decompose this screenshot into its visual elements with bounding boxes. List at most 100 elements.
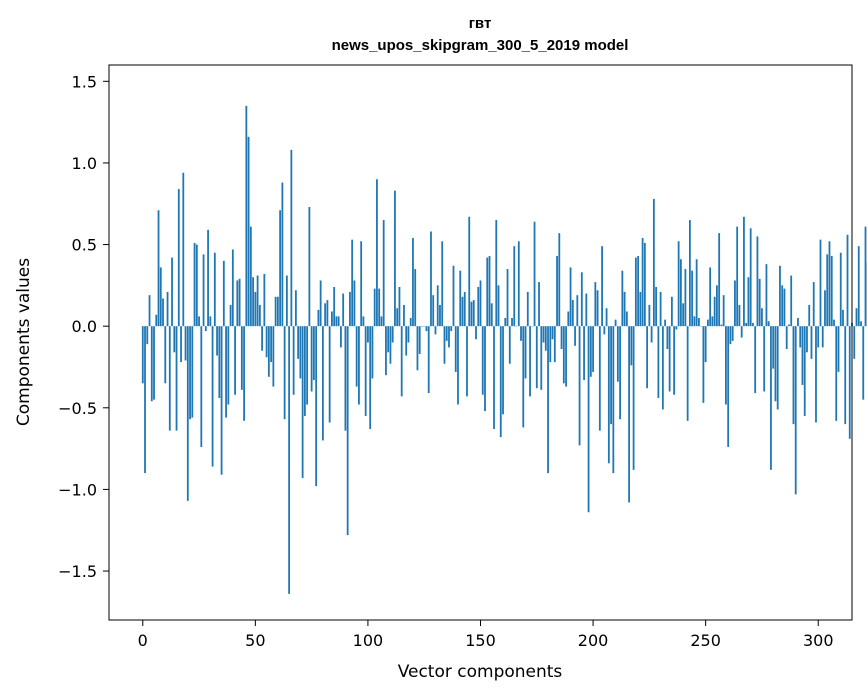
- bar-123: [418, 326, 421, 354]
- y-tick-label: 1.5: [72, 72, 97, 91]
- bar-50: [254, 291, 257, 327]
- bar-105: [378, 288, 381, 327]
- bar-92: [349, 291, 351, 327]
- bar-303: [824, 290, 826, 327]
- bar-277: [765, 264, 768, 327]
- chart-subtitle: news_upos_skipgram_300_5_2019 model: [332, 37, 629, 54]
- bar-276: [763, 326, 766, 392]
- bar-88: [340, 326, 342, 348]
- bar-99: [364, 326, 367, 416]
- bar-130: [434, 326, 437, 335]
- y-tick-label: −1.5: [58, 562, 97, 581]
- bar-237: [675, 326, 678, 330]
- bar-6: [155, 314, 158, 327]
- bar-245: [693, 316, 696, 327]
- bar-74: [308, 207, 311, 327]
- bar-226: [650, 326, 653, 343]
- bar-66: [290, 149, 293, 327]
- bar-83: [328, 326, 331, 423]
- bar-165: [513, 246, 516, 327]
- bar-241: [684, 269, 687, 327]
- bar-65: [288, 326, 291, 594]
- plot-frame: [108, 64, 853, 621]
- bar-178: [542, 326, 545, 343]
- bar-299: [815, 326, 817, 423]
- bar-214: [623, 291, 626, 327]
- bar-182: [551, 326, 554, 340]
- bar-10: [164, 326, 167, 384]
- bar-68: [294, 290, 297, 327]
- bar-189: [567, 311, 570, 327]
- bar-290: [794, 326, 797, 495]
- bar-150: [479, 280, 482, 327]
- bar-46: [245, 105, 248, 327]
- bar-117: [405, 326, 408, 356]
- bar-114: [398, 287, 401, 327]
- bar-154: [488, 255, 491, 327]
- bar-305: [828, 241, 831, 327]
- bar-54: [263, 273, 266, 327]
- bar-15: [175, 326, 178, 431]
- bar-19: [184, 326, 187, 361]
- y-tick-label: −0.5: [58, 399, 97, 418]
- bar-316: [853, 326, 856, 359]
- bar-282: [776, 326, 779, 410]
- bar-284: [781, 285, 784, 327]
- bar-144: [466, 326, 468, 397]
- bar-26: [200, 326, 203, 447]
- bar-24: [195, 244, 198, 327]
- bar-131: [436, 285, 439, 327]
- y-tick-label: 1.0: [72, 154, 97, 173]
- bar-274: [758, 278, 761, 327]
- bar-107: [382, 220, 385, 327]
- bar-278: [767, 321, 770, 327]
- bar-47: [247, 136, 250, 327]
- bar-175: [535, 326, 538, 389]
- bar-285: [783, 288, 786, 327]
- bar-95: [355, 326, 358, 387]
- bar-223: [643, 242, 646, 327]
- bar-7: [157, 210, 160, 327]
- bar-288: [790, 275, 793, 327]
- bar-318: [857, 246, 860, 327]
- bar-300: [817, 326, 820, 348]
- bar-71: [301, 326, 304, 478]
- bar-250: [704, 326, 707, 363]
- bar-190: [569, 267, 572, 327]
- bar-60: [276, 296, 279, 327]
- y-axis-label: Components values: [14, 258, 34, 426]
- bar-136: [448, 326, 450, 348]
- bar-193: [576, 295, 579, 327]
- bar-32: [213, 252, 216, 327]
- bar-77: [315, 326, 318, 487]
- bar-120: [412, 238, 414, 327]
- bar-230: [659, 291, 662, 327]
- bar-2: [146, 326, 149, 345]
- bar-49: [252, 277, 254, 327]
- bar-297: [810, 326, 813, 359]
- bar-73: [306, 326, 309, 405]
- bar-294: [803, 326, 806, 416]
- bar-163: [508, 326, 511, 364]
- bar-236: [673, 326, 676, 395]
- bar-206: [605, 308, 608, 327]
- bar-196: [583, 326, 585, 381]
- bar-260: [727, 326, 730, 447]
- bar-142: [461, 296, 464, 327]
- bar-201: [594, 282, 597, 327]
- bar-72: [303, 326, 306, 416]
- bar-17: [180, 326, 182, 363]
- bar-97: [360, 241, 363, 327]
- bar-231: [661, 326, 664, 410]
- bar-307: [833, 319, 835, 327]
- bar-262: [731, 326, 734, 341]
- bar-4: [150, 326, 153, 402]
- bar-143: [463, 291, 466, 327]
- bar-151: [481, 326, 484, 395]
- bar-61: [279, 210, 282, 327]
- bar-269: [747, 277, 750, 327]
- bar-160: [502, 326, 504, 415]
- bar-222: [641, 238, 644, 327]
- bar-145: [468, 216, 471, 327]
